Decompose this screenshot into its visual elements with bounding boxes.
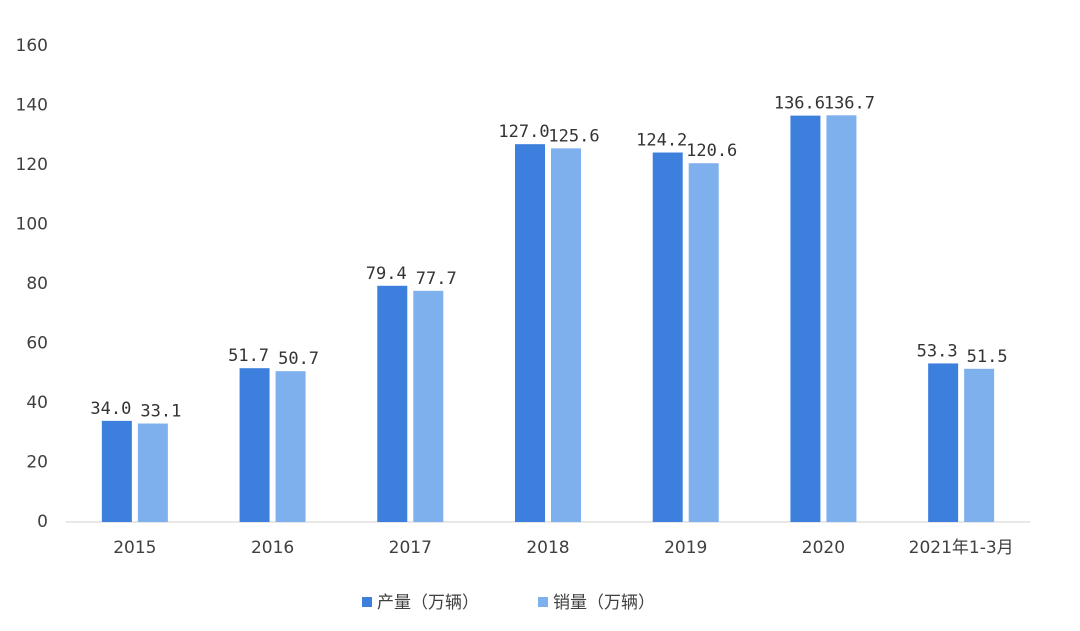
y-tick-label: 160 [16,36,48,56]
bar [515,144,545,523]
bar [964,368,995,522]
bar [137,423,168,522]
legend-swatch [538,597,548,607]
x-tick-label: 2021年1-3月 [909,538,1014,558]
value-label: 124.2 [636,131,687,151]
bar [928,363,959,522]
x-tick-label: 2017 [389,538,432,558]
y-tick-label: 0 [37,512,48,532]
x-tick-label: 2019 [664,538,707,558]
value-label: 77.7 [416,269,457,289]
y-tick-label: 100 [16,215,48,235]
x-tick-label: 2015 [113,538,156,558]
value-label: 120.6 [686,141,737,161]
bar [101,420,132,522]
bar [239,368,270,522]
value-label: 127.0 [498,122,549,142]
x-tick-label: 2018 [526,538,569,558]
value-label: 125.6 [548,126,599,146]
legend-label: 销量（万辆） [553,593,655,613]
x-tick-label: 2016 [251,538,294,558]
value-label: 53.3 [917,341,958,361]
value-label: 51.5 [967,347,1008,367]
y-tick-label: 120 [16,155,48,175]
x-tick-label: 2020 [802,538,845,558]
value-label: 51.7 [228,346,269,366]
legend-label: 产量（万辆） [377,593,479,613]
bar [551,148,581,522]
value-label: 50.7 [278,349,319,369]
y-tick-label: 60 [26,334,48,354]
value-label: 136.7 [824,93,875,113]
value-label: 33.1 [140,402,181,422]
bar [790,115,821,523]
y-tick-label: 80 [26,274,48,294]
value-label: 136.6 [774,94,825,114]
y-tick-label: 40 [26,393,48,413]
y-tick-label: 140 [16,96,48,116]
legend-swatch [362,597,372,607]
value-label: 34.0 [90,399,131,419]
bar [688,163,719,522]
bar [377,285,408,522]
bar [275,371,306,522]
value-label: 79.4 [366,264,407,284]
y-tick-label: 20 [26,453,48,473]
bar [413,290,444,522]
bar [826,115,857,522]
bar [652,152,683,522]
